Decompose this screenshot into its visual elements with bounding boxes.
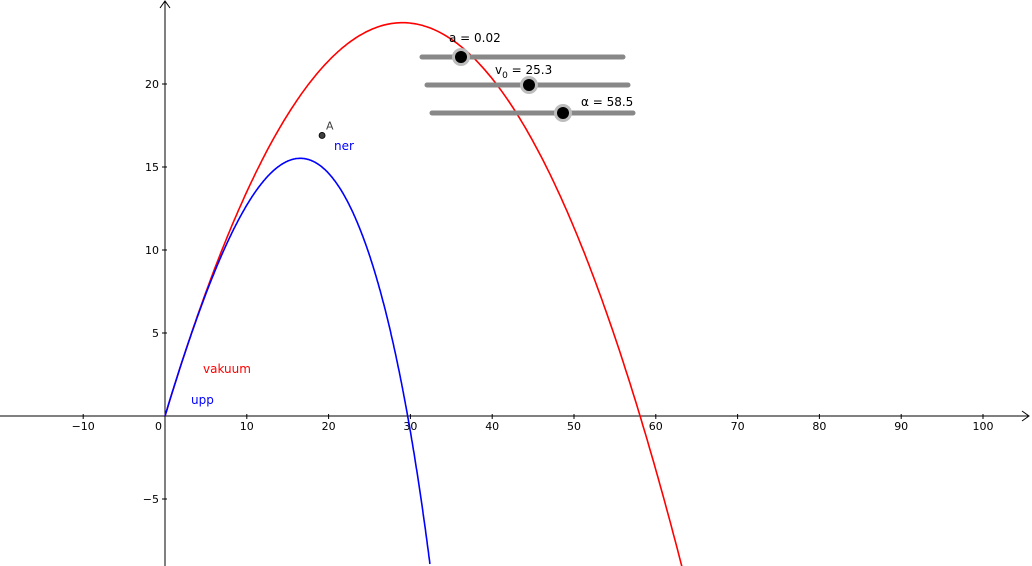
slider-v0-value-text: = 25.3	[508, 63, 552, 77]
slider-alpha-handle[interactable]	[557, 107, 569, 119]
x-tick-label: 50	[567, 420, 581, 433]
y-tick-label: 15	[145, 161, 159, 174]
slider-a-handle[interactable]	[455, 51, 467, 63]
slider-v0-name: v	[495, 63, 502, 77]
slider-a[interactable]: a = 0.02	[419, 31, 626, 66]
x-axis-arrow-icon	[1021, 410, 1030, 422]
y-axis-ticks: −5 5 10 15 20	[143, 78, 167, 506]
vacuum-label: vakuum	[203, 362, 251, 376]
x-tick-label: 80	[812, 420, 826, 433]
x-tick-label: 70	[731, 420, 745, 433]
slider-a-label: a = 0.02	[449, 31, 501, 45]
x-tick-label: 20	[322, 420, 336, 433]
point-a-label: A	[326, 119, 334, 132]
x-tick-label: 30	[403, 420, 417, 433]
slider-alpha-label: α = 58.5	[581, 95, 633, 109]
slider-v0[interactable]: v0 = 25.3	[424, 63, 631, 94]
x-tick-label: 10	[240, 420, 254, 433]
slider-alpha[interactable]: α = 58.5	[429, 95, 636, 122]
y-tick-label: 20	[145, 78, 159, 91]
y-tick-label: 10	[145, 244, 159, 257]
vacuum-trajectory-curve[interactable]	[164, 21, 683, 566]
x-axis-ticks: −10 0 10 20 30 40 50 60 70 80 90 100	[72, 414, 994, 433]
y-tick-label: −5	[143, 493, 159, 506]
slider-v0-label: v0 = 25.3	[495, 63, 552, 81]
x-tick-label: −10	[72, 420, 95, 433]
point-a[interactable]: A	[318, 119, 334, 139]
drag-trajectory-curve[interactable]	[164, 157, 431, 565]
y-tick-label: 5	[152, 327, 159, 340]
slider-v0-handle[interactable]	[523, 79, 535, 91]
point-a-marker[interactable]	[318, 132, 326, 139]
x-tick-label: 100	[973, 420, 994, 433]
x-tick-label: 40	[485, 420, 499, 433]
x-tick-label: 90	[894, 420, 908, 433]
y-axis-arrow-icon	[159, 0, 171, 9]
x-tick-label: 60	[649, 420, 663, 433]
ner-label: ner	[334, 139, 354, 153]
x-tick-label: 0	[155, 420, 162, 433]
slider-v0-subscript: 0	[502, 71, 508, 81]
upp-label: upp	[191, 393, 214, 407]
